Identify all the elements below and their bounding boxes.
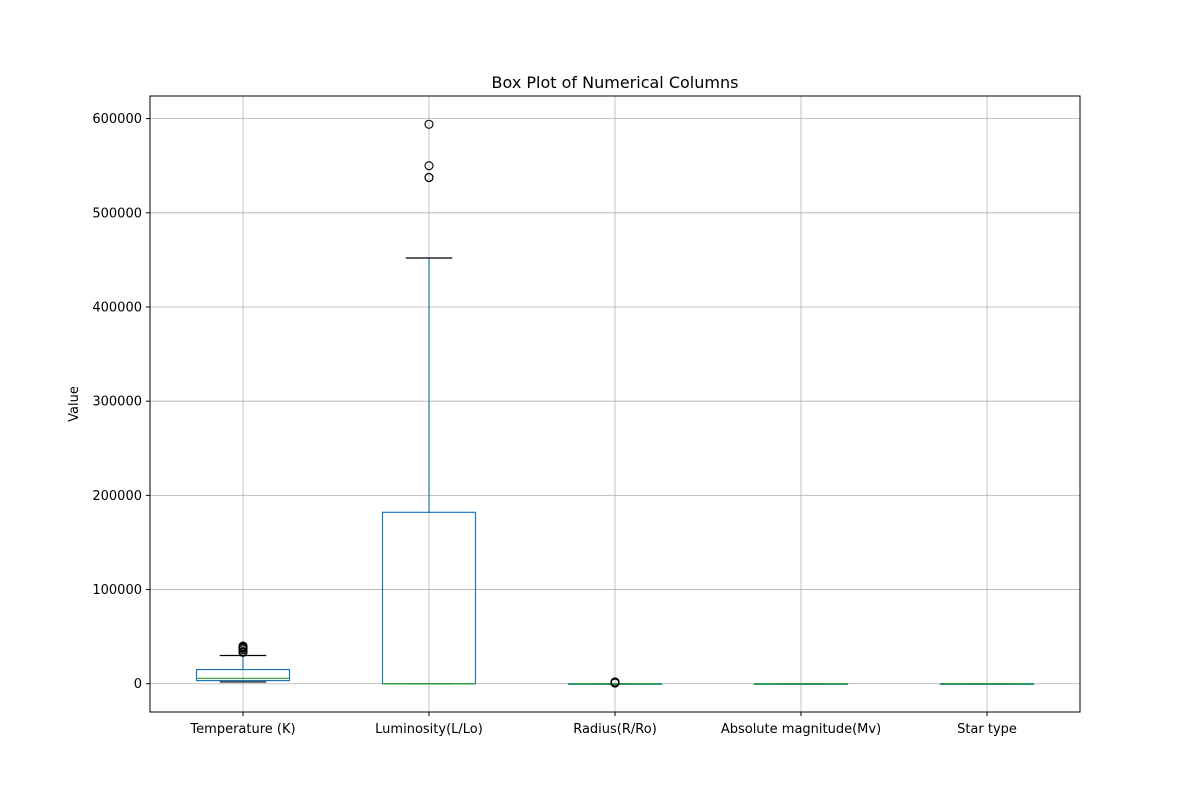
y-tick-label: 300000 [92, 395, 142, 410]
y-tick-label: 500000 [92, 206, 142, 221]
outlier-point [610, 677, 620, 687]
x-tick-label: Temperature (K) [189, 722, 295, 737]
x-tick-label: Star type [957, 722, 1017, 737]
box-plot-0 [195, 641, 291, 683]
box-series [195, 119, 1035, 688]
y-tick-label: 100000 [92, 583, 142, 598]
outlier-point [424, 119, 434, 129]
box-plot-1 [381, 119, 477, 685]
iqr-box [195, 668, 291, 682]
x-tick-label: Luminosity(L/Lo) [375, 722, 483, 737]
box-plot-3 [753, 683, 849, 685]
y-tick-label: 200000 [92, 489, 142, 504]
x-tick-label: Absolute magnitude(Mv) [721, 722, 881, 737]
chart-title: Box Plot of Numerical Columns [492, 73, 739, 92]
x-tick-label: Radius(R/Ro) [573, 722, 657, 737]
box-plot-4 [939, 683, 1035, 685]
outlier-point [424, 161, 434, 171]
y-tick-label: 600000 [92, 112, 142, 127]
outlier-point [238, 641, 248, 651]
axis-ticks: 0 100000 200000 300000 400000 500000 600000 Tem… [92, 112, 1017, 737]
grid-lines [150, 96, 1080, 712]
outlier-point [424, 172, 434, 183]
box-plot-2 [567, 677, 663, 688]
y-tick-label: 0 [134, 677, 142, 692]
y-axis-label: Value [67, 386, 82, 422]
y-tick-label: 400000 [92, 300, 142, 315]
